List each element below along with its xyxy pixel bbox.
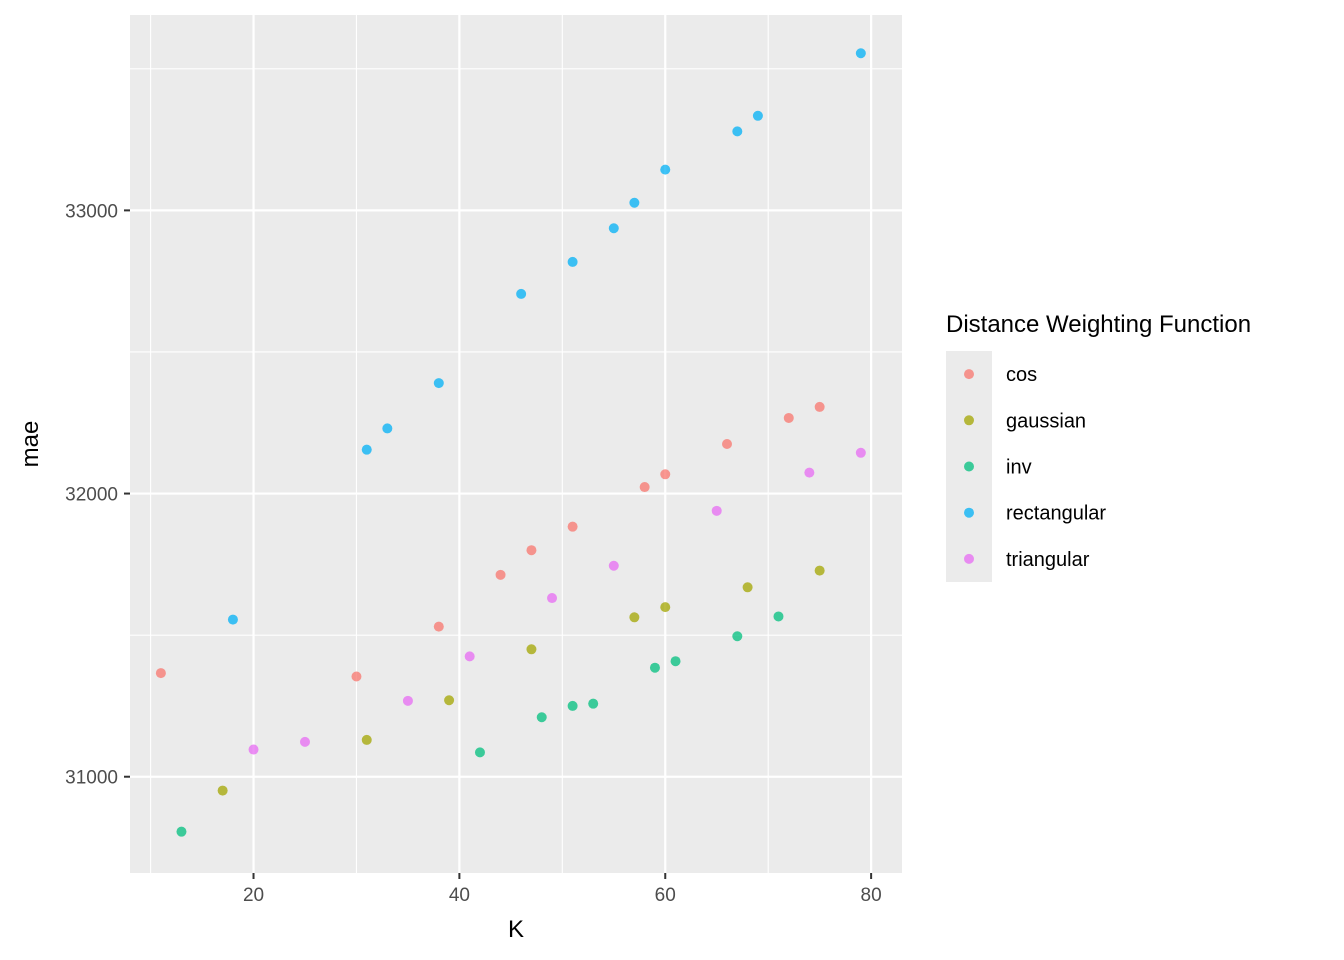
point-cos — [660, 469, 671, 480]
data-points — [155, 48, 866, 837]
point-rectangular — [567, 256, 578, 267]
point-rectangular — [361, 444, 372, 455]
point-triangular — [464, 651, 475, 662]
point-gaussian — [742, 582, 753, 593]
point-triangular — [855, 447, 866, 458]
point-cos — [526, 545, 537, 556]
legend-label-triangular: triangular — [1006, 549, 1090, 571]
point-gaussian — [526, 644, 537, 655]
point-rectangular — [855, 48, 866, 59]
legend-key-triangular — [964, 553, 974, 564]
x-tick-label: 80 — [861, 885, 882, 906]
minor-gridlines — [130, 15, 902, 873]
x-tick-label: 40 — [449, 885, 470, 906]
legend-label-inv: inv — [1006, 457, 1032, 479]
point-inv — [773, 611, 784, 622]
point-cos — [814, 401, 825, 412]
point-gaussian — [361, 734, 372, 745]
point-rectangular — [382, 423, 393, 434]
point-rectangular — [732, 126, 743, 137]
point-gaussian — [814, 565, 825, 576]
legend-label-cos: cos — [1006, 364, 1037, 386]
point-cos — [433, 621, 444, 632]
y-axis-title: mae — [17, 421, 44, 468]
point-cos — [351, 671, 362, 682]
point-inv — [732, 631, 743, 642]
legend-key-gaussian — [964, 415, 974, 426]
legend-key-inv — [964, 461, 974, 472]
point-inv — [536, 712, 547, 723]
point-triangular — [711, 505, 722, 516]
point-inv — [649, 662, 660, 673]
y-axis: 31000 32000 33000 — [65, 201, 130, 789]
point-triangular — [608, 560, 619, 571]
point-gaussian — [217, 785, 228, 796]
y-tick-label: 31000 — [65, 768, 118, 789]
plot-panel — [130, 15, 902, 873]
point-triangular — [804, 467, 815, 478]
point-inv — [588, 698, 599, 709]
x-tick-label: 20 — [243, 885, 264, 906]
point-inv — [176, 826, 187, 837]
point-inv — [474, 747, 485, 758]
point-triangular — [402, 695, 413, 706]
point-cos — [155, 668, 166, 679]
point-gaussian — [660, 602, 671, 613]
legend-key-cos — [964, 369, 974, 380]
point-inv — [670, 656, 681, 667]
point-rectangular — [608, 223, 619, 234]
point-cos — [783, 412, 794, 423]
x-axis-title: K — [508, 916, 524, 943]
point-rectangular — [752, 110, 763, 121]
legend-label-rectangular: rectangular — [1006, 503, 1106, 525]
x-axis: 20 40 60 80 — [243, 873, 882, 906]
major-gridlines — [130, 15, 902, 873]
point-cos — [639, 482, 650, 493]
point-cos — [567, 521, 578, 532]
point-rectangular — [629, 197, 640, 208]
point-gaussian — [444, 695, 455, 706]
point-inv — [567, 700, 578, 711]
legend-label-gaussian: gaussian — [1006, 410, 1086, 432]
point-rectangular — [227, 614, 238, 625]
point-rectangular — [433, 378, 444, 389]
point-triangular — [299, 736, 310, 747]
point-gaussian — [629, 612, 640, 623]
point-rectangular — [660, 164, 671, 175]
point-triangular — [547, 593, 558, 604]
point-cos — [495, 569, 506, 580]
legend: Distance Weighting Function cos gaussian i… — [946, 311, 1251, 582]
y-tick-label: 32000 — [65, 485, 118, 506]
legend-key-rectangular — [964, 507, 974, 518]
point-cos — [722, 439, 733, 449]
x-tick-label: 60 — [655, 885, 676, 906]
point-rectangular — [516, 288, 527, 299]
legend-title: Distance Weighting Function — [946, 311, 1251, 338]
y-tick-label: 33000 — [65, 201, 118, 222]
point-triangular — [248, 744, 259, 755]
